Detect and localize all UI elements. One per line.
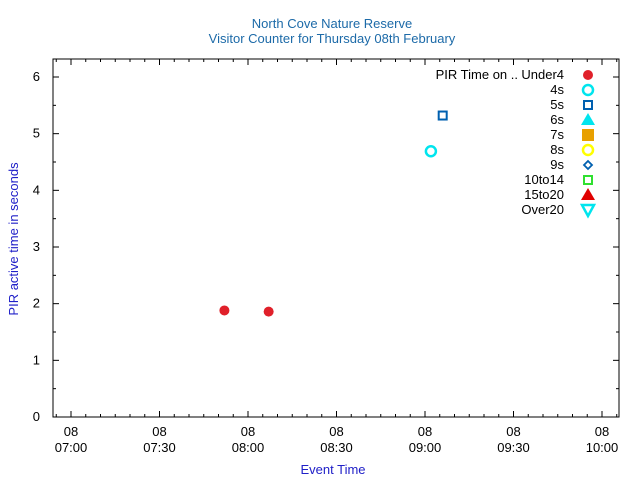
y-tick-label: 3 (33, 239, 40, 254)
x-tick-day: 08 (64, 424, 78, 439)
x-tick-time: 10:00 (586, 440, 619, 455)
x-axis-label: Event Time (300, 462, 365, 477)
legend: PIR Time on .. Under44s5s6s7s8s9s10to141… (436, 67, 597, 219)
legend-marker-10to14 (583, 175, 593, 185)
x-tick-time: 09:00 (409, 440, 442, 455)
x-tick-day: 08 (152, 424, 166, 439)
data-point-5s (437, 110, 448, 121)
legend-label: 10to14 (524, 172, 564, 187)
chart-subtitle: Visitor Counter for Thursday 08th Februa… (209, 31, 456, 46)
x-tick-time: 07:00 (55, 440, 88, 455)
y-axis-label: PIR active time in seconds (6, 162, 21, 316)
legend-label: 15to20 (524, 187, 564, 202)
legend-marker-over20 (579, 203, 597, 219)
legend-title: PIR Time on .. (436, 67, 518, 82)
legend-marker-7s (582, 129, 594, 141)
x-tick-day: 08 (595, 424, 609, 439)
legend-label: Over20 (521, 202, 564, 217)
y-tick-label: 5 (33, 126, 40, 141)
data-point-under4 (219, 305, 230, 316)
y-tick-label: 1 (33, 352, 40, 367)
legend-label: 8s (550, 142, 564, 157)
legend-marker-under4 (583, 70, 593, 80)
legend-label: 6s (550, 112, 564, 127)
legend-label: 4s (550, 82, 564, 97)
data-point-under4 (263, 306, 274, 317)
x-tick-time: 07:30 (143, 440, 176, 455)
x-tick-time: 08:30 (320, 440, 353, 455)
legend-label: 5s (550, 97, 564, 112)
x-tick-day: 08 (418, 424, 432, 439)
chart-title: North Cove Nature Reserve (252, 16, 412, 31)
y-axis: 0 1 2 3 4 5 6 (33, 69, 619, 424)
y-tick-label: 2 (33, 296, 40, 311)
x-axis: 0807:000807:300808:000808:300809:000809:… (55, 59, 619, 455)
legend-marker-6s (581, 113, 595, 125)
legend-label: Under4 (521, 67, 564, 82)
x-tick-time: 08:00 (232, 440, 265, 455)
legend-label: 7s (550, 127, 564, 142)
y-tick-label: 6 (33, 69, 40, 84)
legend-marker-4s (581, 83, 595, 97)
data-points (219, 110, 448, 317)
data-point-4s (424, 144, 438, 158)
x-tick-day: 08 (506, 424, 520, 439)
x-tick-time: 09:30 (497, 440, 530, 455)
plot-frame (52, 58, 620, 418)
legend-marker-9s (582, 159, 594, 171)
x-tick-day: 08 (329, 424, 343, 439)
x-tick-day: 08 (241, 424, 255, 439)
y-tick-label: 0 (33, 409, 40, 424)
legend-marker-15to20 (581, 188, 595, 200)
legend-label: 9s (550, 157, 564, 172)
legend-marker-5s (583, 100, 593, 110)
y-tick-label: 4 (33, 182, 40, 197)
legend-marker-8s (581, 143, 595, 157)
